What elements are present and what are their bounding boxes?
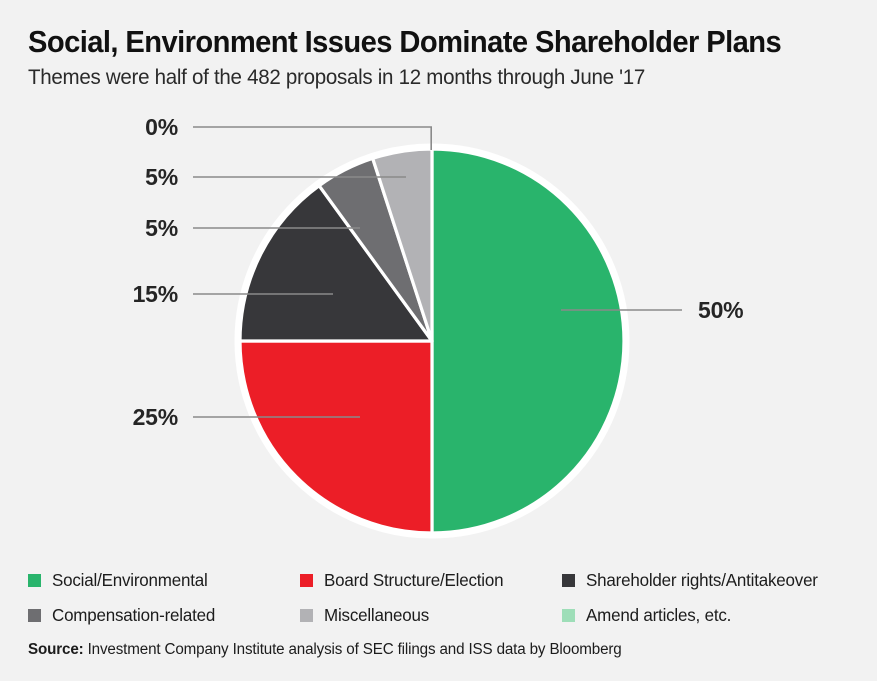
legend-item-compensation-related[interactable]: Compensation-related	[28, 605, 300, 626]
pie-slice[interactable]	[317, 156, 434, 343]
legend-label: Social/Environmental	[52, 570, 208, 590]
legend-swatch-icon	[562, 574, 575, 587]
legend-label: Compensation-related	[52, 605, 216, 625]
leader-lines	[193, 126, 682, 418]
source-note: Source: Investment Company Institute ana…	[28, 641, 622, 659]
legend-swatch-icon	[28, 574, 41, 587]
leader-line-0pct	[193, 126, 432, 150]
slice-value-50pct: 50%	[698, 297, 744, 323]
legend-item-amend-articles[interactable]: Amend articles, etc.	[562, 605, 852, 626]
legend-item-board-structure-election[interactable]: Board Structure/Election	[300, 570, 562, 591]
pie-slice[interactable]	[238, 339, 434, 535]
legend-label: Miscellaneous	[324, 605, 430, 625]
legend-label: Shareholder rights/Antitakeover	[586, 570, 818, 590]
legend-label: Amend articles, etc.	[586, 605, 732, 625]
chart-subtitle: Themes were half of the 482 proposals in…	[28, 64, 646, 89]
pie-slices	[238, 147, 626, 535]
legend-item-miscellaneous[interactable]: Miscellaneous	[300, 605, 562, 626]
legend-swatch-icon	[28, 609, 41, 622]
legend-item-shareholder-rights-antitakeover[interactable]: Shareholder rights/Antitakeover	[562, 570, 852, 591]
source-text: Investment Company Institute analysis of…	[83, 641, 622, 658]
slice-value-25pct: 25%	[132, 404, 179, 430]
source-label: Source:	[28, 641, 84, 658]
pie-slice[interactable]	[430, 147, 626, 535]
legend-swatch-icon	[300, 609, 313, 622]
legend-swatch-icon	[562, 609, 575, 622]
chart-legend: Social/Environmental Board Structure/Ele…	[28, 563, 858, 633]
legend-item-social-environmental[interactable]: Social/Environmental	[28, 570, 300, 591]
pie-outer-ring	[234, 143, 630, 539]
chart-header: Social, Environment Issues Dominate Shar…	[28, 26, 858, 89]
legend-swatch-icon	[300, 574, 313, 587]
slice-value-0pct: 0%	[145, 114, 178, 140]
legend-row: Compensation-related Miscellaneous Amend…	[28, 598, 858, 633]
pie-slice[interactable]	[238, 184, 434, 343]
legend-row: Social/Environmental Board Structure/Ele…	[28, 563, 858, 598]
pie-slice[interactable]	[371, 147, 434, 343]
chart-title: Social, Environment Issues Dominate Shar…	[28, 25, 782, 59]
legend-label: Board Structure/Election	[324, 570, 504, 590]
slice-value-5pct-misc: 5%	[145, 164, 178, 190]
slice-value-5pct-compensation: 5%	[145, 215, 178, 241]
slice-value-15pct: 15%	[132, 281, 179, 307]
